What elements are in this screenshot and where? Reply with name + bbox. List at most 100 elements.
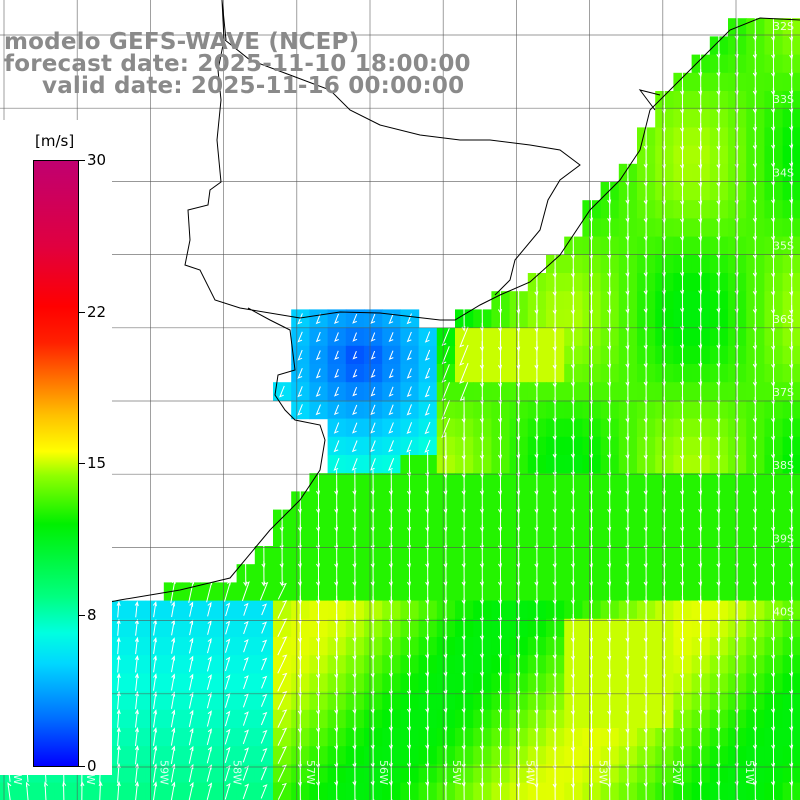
wind-arrow: [388, 332, 394, 343]
latitude-label: 38S: [773, 459, 794, 472]
wind-arrow: [277, 618, 288, 638]
wind-arrow: [277, 654, 288, 674]
wind-arrow: [369, 458, 376, 471]
wind-arrow: [445, 778, 447, 800]
latitude-label: 36S: [773, 313, 794, 326]
wind-arrow: [153, 709, 157, 728]
wind-arrow: [134, 672, 139, 691]
wind-arrow: [388, 386, 394, 397]
wind-arrow: [370, 422, 376, 434]
longitude-label: 58W: [231, 760, 244, 785]
colorbar-tick-label: 15: [87, 454, 107, 472]
wind-arrow: [261, 657, 268, 671]
wind-arrow: [406, 368, 412, 379]
wind-arrow: [554, 777, 556, 800]
wind-arrow: [387, 458, 395, 471]
wind-arrow: [243, 657, 249, 671]
wind-arrow: [352, 780, 357, 800]
wind-arrow: [260, 693, 268, 707]
wind-arrow: [406, 331, 412, 343]
wind-arrow: [116, 690, 121, 710]
wind-arrow: [277, 727, 288, 746]
wind-arrow: [171, 691, 176, 709]
wind-arrow: [333, 404, 340, 416]
wind-arrow: [242, 711, 249, 726]
colorbar-tick: [79, 312, 85, 313]
colorbar-tick: [79, 615, 85, 616]
wind-arrow: [152, 745, 158, 765]
wind-arrow: [297, 331, 303, 343]
wind-arrow: [206, 728, 212, 746]
wind-arrow: [481, 778, 483, 800]
wind-arrow: [134, 781, 139, 800]
wind-arrow: [388, 404, 394, 416]
wind-arrow: [7, 782, 12, 800]
wind-arrow: [116, 618, 121, 636]
latitude-label: 35S: [773, 240, 794, 253]
wind-arrow: [406, 386, 412, 398]
wind-arrow: [206, 782, 213, 800]
longitude-label: 53W: [597, 760, 610, 785]
wind-arrow: [170, 709, 176, 728]
wind-arrow: [352, 332, 358, 342]
longitude-label: 51W: [743, 760, 756, 785]
wind-arrow: [134, 618, 139, 636]
longitude-label: 55W: [450, 760, 463, 785]
wind-arrow: [352, 369, 358, 378]
wind-arrow: [424, 367, 431, 380]
wind-arrow: [243, 620, 249, 635]
wind-arrow: [499, 777, 502, 800]
wind-arrow: [260, 747, 268, 762]
wind-arrow: [153, 673, 157, 691]
colorbar-tick-label: 22: [87, 303, 107, 321]
wind-arrow: [152, 600, 157, 618]
wind-arrow: [261, 603, 268, 616]
wind-arrow: [735, 780, 739, 800]
wind-arrow: [297, 404, 303, 416]
wind-arrow: [225, 638, 231, 653]
wind-arrow: [352, 404, 358, 416]
wind-arrow: [370, 313, 376, 324]
wind-arrow: [170, 745, 176, 764]
wind-arrow: [134, 636, 139, 655]
wind-arrow: [352, 386, 358, 397]
wind-arrow: [153, 637, 157, 654]
wind-arrow: [116, 744, 121, 765]
wind-arrow: [590, 777, 593, 800]
wind-arrow: [536, 777, 538, 800]
latitude-label: 40S: [773, 606, 794, 619]
wind-arrow: [171, 673, 175, 691]
wind-arrow: [297, 368, 303, 379]
wind-arrow: [518, 777, 520, 800]
wind-arrow: [406, 350, 412, 361]
wind-arrow: [207, 656, 212, 672]
wind-arrow: [277, 709, 288, 728]
forecast-date: forecast date: 2025-11-10 18:00:00: [4, 51, 471, 77]
wind-arrow: [243, 675, 249, 690]
wind-arrow: [277, 782, 287, 800]
wind-arrow: [315, 404, 321, 416]
longitude-labels: 61W60W59W58W57W56W55W54W53W52W51W: [11, 760, 756, 785]
wind-arrow: [224, 746, 231, 763]
longitude-label: 52W: [670, 760, 683, 785]
latitude-label: 34S: [773, 166, 794, 179]
wind-arrow: [424, 331, 431, 343]
wind-arrow: [261, 561, 266, 587]
wind-arrow: [315, 350, 321, 361]
wind-arrow: [369, 440, 376, 453]
longitude-label: 54W: [523, 760, 536, 785]
wind-arrow: [261, 675, 268, 689]
wind-arrow: [26, 781, 30, 800]
wind-arrow: [406, 440, 413, 453]
wind-arrow: [188, 579, 195, 603]
wind-arrow: [645, 778, 647, 800]
wind-arrow: [116, 672, 121, 691]
latitude-label: 37S: [773, 386, 794, 399]
wind-arrow: [334, 368, 339, 379]
wind-arrow: [224, 580, 232, 602]
wind-arrow: [277, 582, 287, 600]
wind-arrow: [333, 422, 340, 434]
wind-arrow: [277, 746, 288, 764]
wind-arrow: [406, 313, 412, 325]
